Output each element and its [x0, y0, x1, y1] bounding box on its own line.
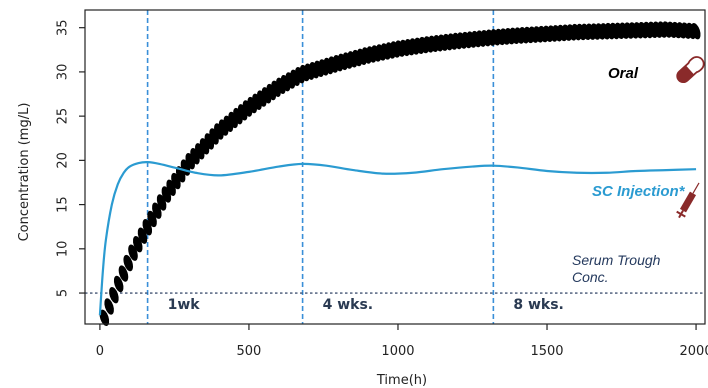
y-axis: 5 10 15 20 25 30 35: [55, 19, 85, 297]
y-tick-label: 20: [56, 152, 71, 169]
x-axis-title: Time(h): [376, 373, 427, 388]
oral-marker: [118, 265, 129, 282]
x-tick-label: 0: [96, 344, 104, 359]
x-tick-label: 2000: [680, 344, 708, 359]
oral-marker: [109, 286, 119, 304]
trough-label-line1: Serum Trough: [572, 252, 661, 268]
y-tick-label: 25: [56, 108, 71, 125]
week-marker-label: 1wk: [168, 297, 201, 313]
y-tick-label: 5: [56, 289, 71, 297]
x-axis: 0 500 1000 1500 2000: [96, 324, 708, 359]
capsule-icon: [676, 56, 705, 84]
oral-marker: [104, 298, 114, 315]
sc-injection-series-label: SC Injection*: [592, 183, 686, 200]
y-tick-label: 15: [56, 196, 71, 213]
week-marker-label: 8 wks.: [513, 297, 564, 313]
plot-frame: [84, 9, 706, 325]
y-tick-label: 10: [56, 241, 71, 258]
x-tick-label: 1500: [530, 344, 563, 359]
trough-label-line2: Conc.: [572, 269, 609, 285]
syringe-icon: [676, 182, 700, 219]
y-axis-title: Concentration (mg/L): [17, 103, 32, 242]
oral-marker: [123, 254, 134, 272]
x-tick-label: 1000: [381, 344, 414, 359]
oral-marker: [113, 275, 124, 293]
oral-marker: [99, 309, 110, 326]
y-tick-label: 30: [55, 64, 70, 81]
week-marker-label: 4 wks.: [323, 297, 374, 313]
week-markers: [146, 10, 495, 324]
oral-marker: [690, 23, 701, 40]
oral-series-label: Oral: [608, 65, 639, 82]
y-tick-label: 35: [56, 19, 71, 36]
x-tick-label: 500: [237, 344, 262, 359]
sc-injection-series-line: [98, 161, 697, 316]
oral-series: [99, 21, 701, 326]
